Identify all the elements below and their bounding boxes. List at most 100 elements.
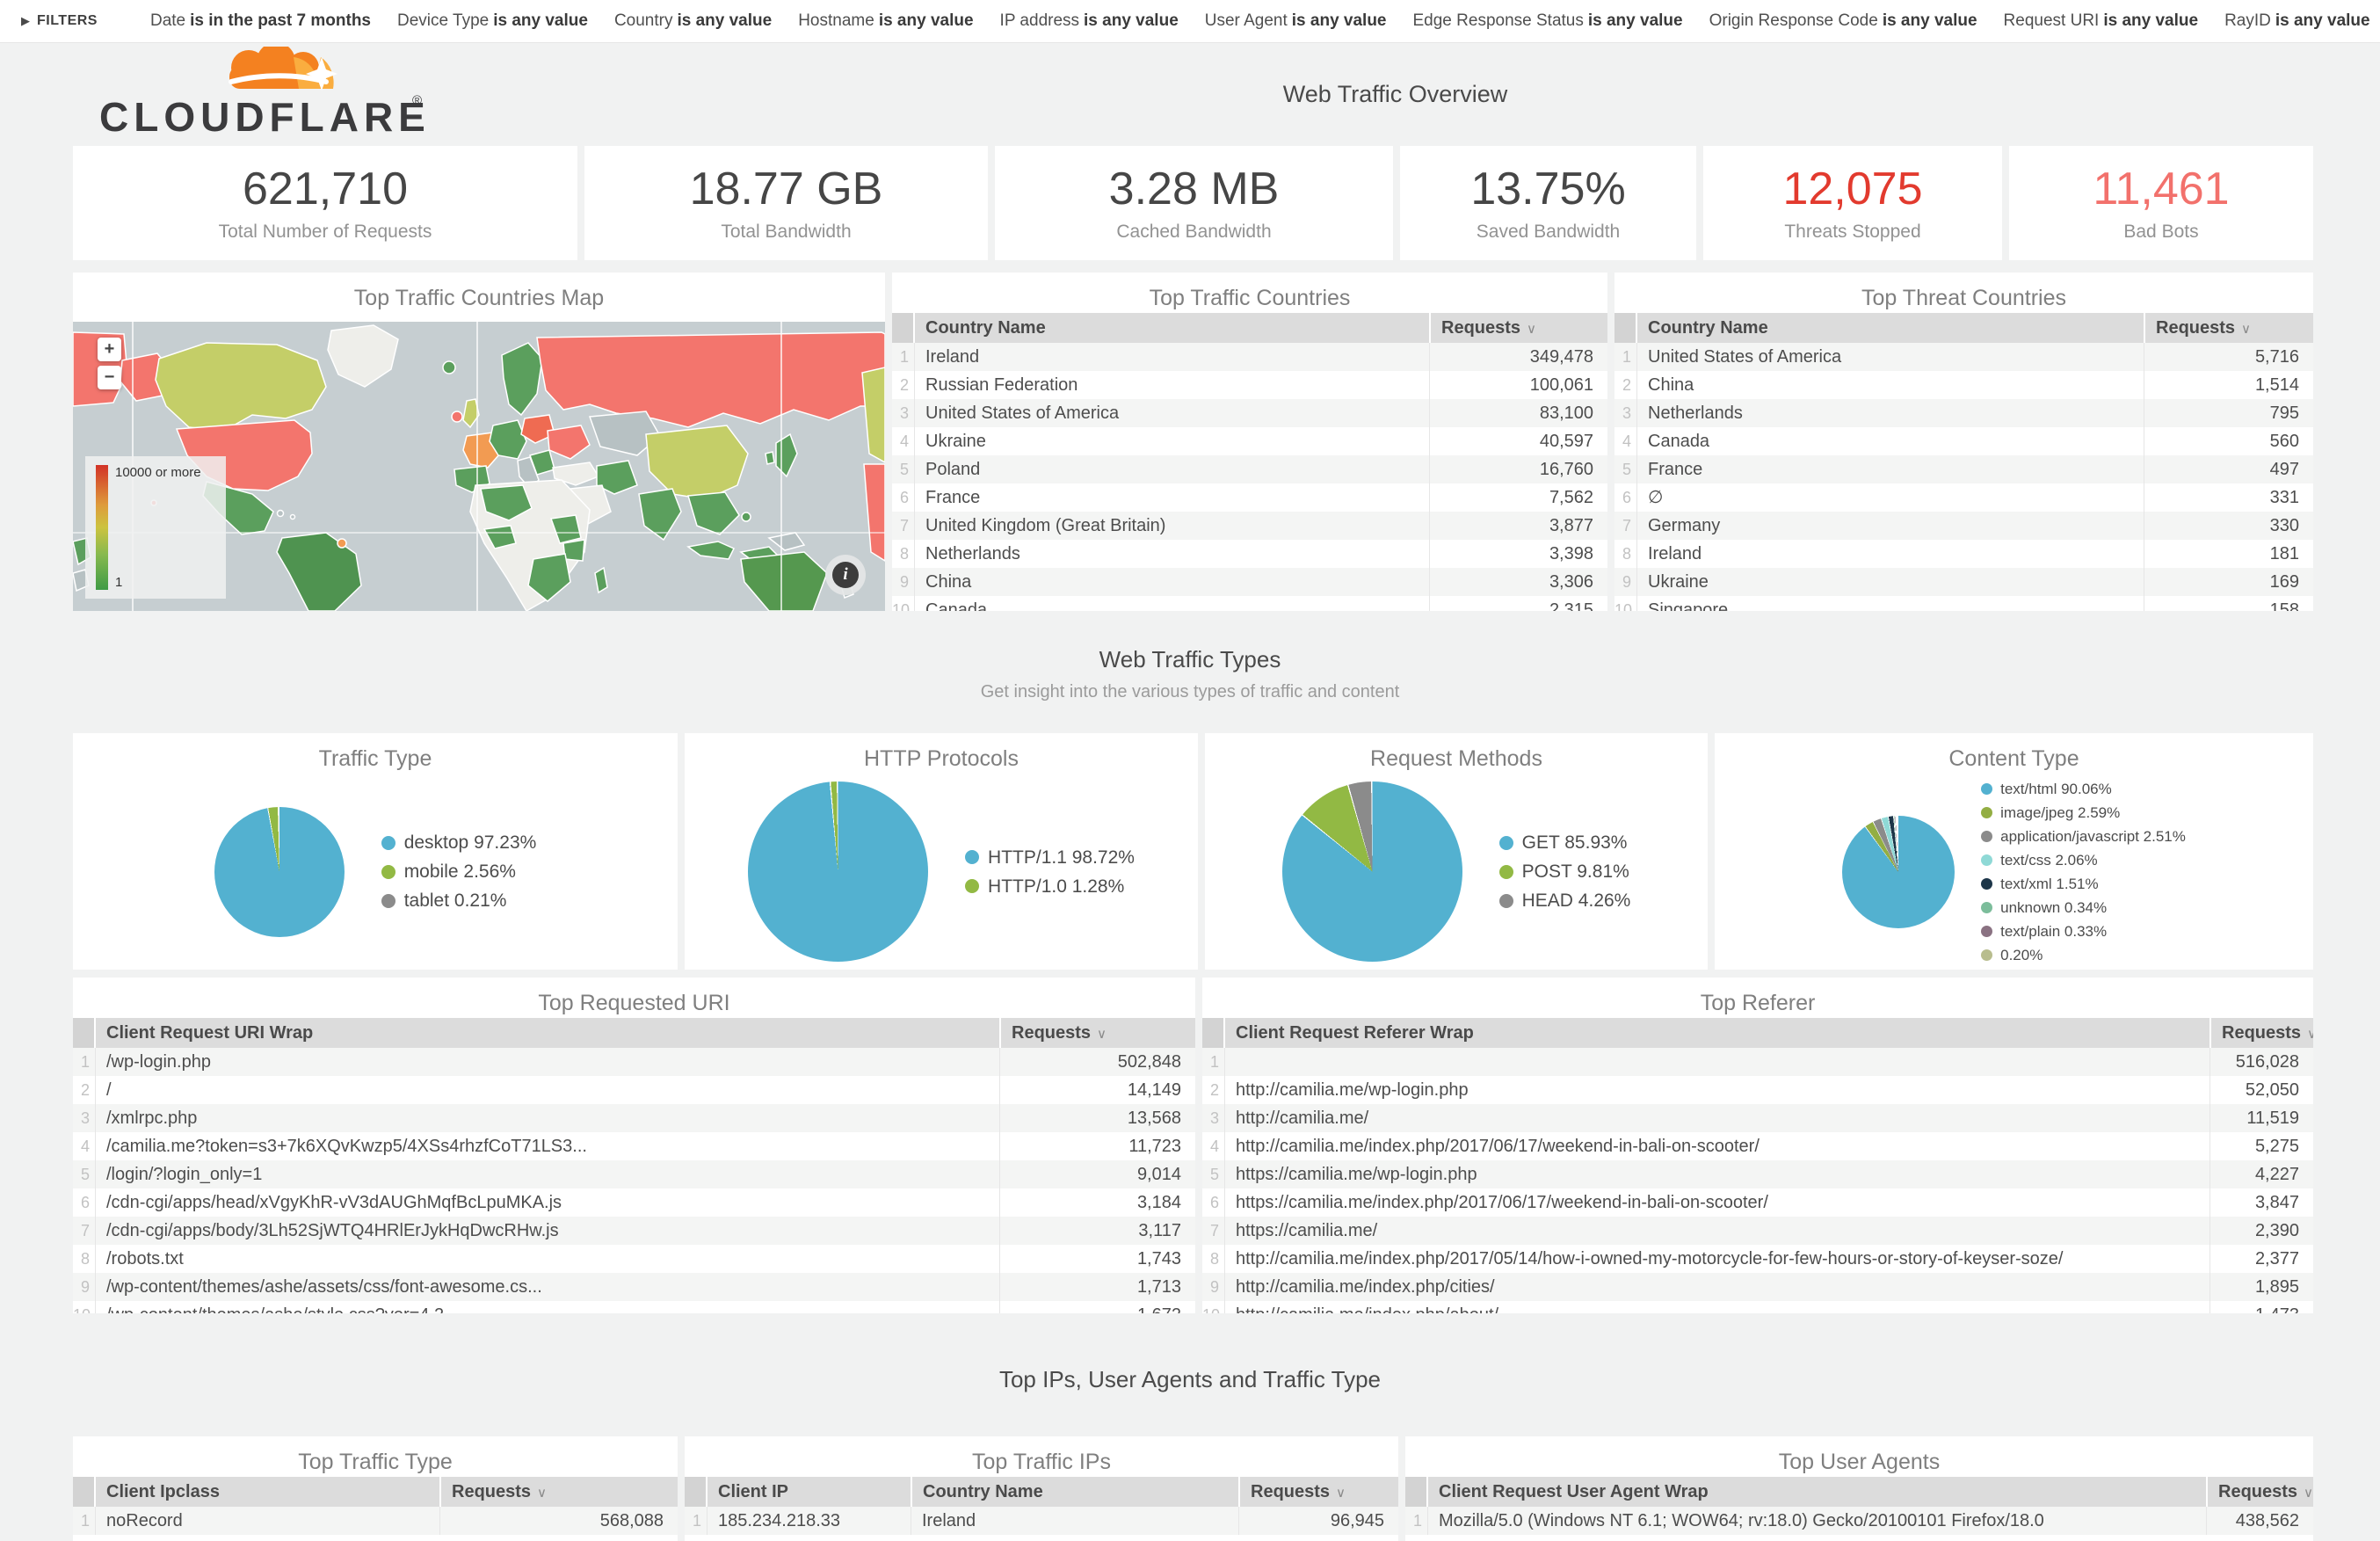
country-russia[interactable]: [536, 331, 885, 428]
country-caribbean[interactable]: [276, 509, 285, 518]
table-row[interactable]: 2 / 14,149: [73, 1076, 1195, 1104]
table-row[interactable]: 4/camilia.me?token=s3+7k6XQvKwzp5/4XSs4r…: [73, 1132, 1195, 1160]
table-row[interactable]: 9/wp-content/themes/ashe/assets/css/font…: [73, 1273, 1195, 1301]
country-caribbean-2[interactable]: [289, 513, 296, 520]
table-row[interactable]: 1/wp-login.php 502,848: [73, 1048, 1195, 1076]
column-header[interactable]: Requests∨: [1429, 313, 1607, 343]
request-methods-pie-chart[interactable]: [1281, 781, 1462, 962]
table-row[interactable]: 7 Germany 330: [1614, 512, 2313, 540]
table-row[interactable]: 5/login/?login_only=1 9,014: [73, 1160, 1195, 1188]
country-korea[interactable]: [765, 451, 775, 465]
table-row[interactable]: 1 Mozilla/5.0 (Windows NT 6.1; WOW64; rv:…: [1405, 1507, 2313, 1535]
filter-item[interactable]: Device Type is any value: [397, 11, 588, 30]
table-row[interactable]: 1 185.234.218.33 Ireland 96,945: [685, 1507, 1398, 1535]
table-row[interactable]: 9 China 3,306: [892, 568, 1607, 596]
filter-item[interactable]: IP address is any value: [999, 11, 1179, 30]
country-philippines[interactable]: [741, 512, 751, 522]
table-row[interactable]: 3/xmlrpc.php 13,568: [73, 1104, 1195, 1132]
column-header[interactable]: Requests∨: [2209, 1018, 2313, 1048]
country-algeria[interactable]: [480, 484, 533, 521]
column-header[interactable]: Requests∨: [999, 1018, 1195, 1048]
table-row[interactable]: 1 noRecord 568,088: [73, 1507, 678, 1535]
zoom-in-button[interactable]: +: [98, 338, 121, 361]
table-row[interactable]: 8 http://camilia.me/index.php/2017/05/14/…: [1202, 1245, 2313, 1273]
table-row[interactable]: 9 Ukraine 169: [1614, 568, 2313, 596]
country-suriname[interactable]: [337, 538, 347, 549]
table-row[interactable]: 8 Netherlands 3,398: [892, 540, 1607, 568]
table-row[interactable]: 4 http://camilia.me/index.php/2017/06/17/…: [1202, 1132, 2313, 1160]
filter-item[interactable]: Request URI is any value: [2003, 11, 2199, 30]
table-row[interactable]: 10http://camilia.me/index.php/about/1,47…: [1202, 1301, 2313, 1313]
country-se-asia[interactable]: [687, 491, 740, 535]
table-row[interactable]: 10/wp-content/themes/ashe/style.css?ver=…: [73, 1301, 1195, 1313]
filter-item[interactable]: RayID is any value: [2224, 11, 2370, 30]
column-header[interactable]: Requests∨: [2144, 313, 2313, 343]
table-row[interactable]: 5 France 497: [1614, 455, 2313, 483]
zoom-out-button[interactable]: −: [98, 366, 121, 389]
table-row[interactable]: 6 https://camilia.me/index.php/2017/06/17…: [1202, 1188, 2313, 1217]
column-header[interactable]: Requests∨: [2206, 1477, 2313, 1507]
world-map[interactable]: + − 10000 or more 1 i: [73, 322, 885, 611]
country-east-africa[interactable]: [562, 539, 585, 562]
content-type-pie-chart[interactable]: [1842, 815, 1956, 928]
country-southern-africa[interactable]: [527, 553, 571, 602]
table-row[interactable]: 1 516,028: [1202, 1048, 2313, 1076]
country-south-america[interactable]: [276, 532, 362, 611]
table-row[interactable]: 3 http://camilia.me/11,519: [1202, 1104, 2313, 1132]
traffic-type-pie-chart[interactable]: [214, 806, 345, 937]
table-row[interactable]: 10 Canada 2,315: [892, 596, 1607, 611]
table-row[interactable]: 3 United States of America 83,100: [892, 399, 1607, 427]
http-protocols-pie-chart[interactable]: [748, 781, 929, 962]
filter-item[interactable]: Hostname is any value: [798, 11, 974, 30]
table-row[interactable]: 10 Singapore 158: [1614, 596, 2313, 611]
country-indonesia[interactable]: [686, 541, 736, 560]
table-row[interactable]: 6 France 7,562: [892, 483, 1607, 512]
country-iceland[interactable]: [442, 360, 456, 374]
country-canada-wrap-right[interactable]: [861, 367, 885, 463]
table-row[interactable]: 3 Netherlands 795: [1614, 399, 2313, 427]
country-usa-wrap-right[interactable]: [863, 463, 885, 562]
country-australia[interactable]: [740, 551, 828, 611]
filter-item[interactable]: Origin Response Code is any value: [1709, 11, 1977, 30]
table-row[interactable]: 8/robots.txt 1,743: [73, 1245, 1195, 1273]
country-scandinavia[interactable]: [501, 342, 543, 417]
table-row[interactable]: 6 ∅ 331: [1614, 483, 2313, 512]
country-new-guinea[interactable]: [767, 532, 806, 551]
table-row[interactable]: 2 China 1,514: [1614, 371, 2313, 399]
country-west-africa[interactable]: [483, 525, 517, 549]
country-turkey[interactable]: [552, 462, 600, 486]
country-uk[interactable]: [462, 398, 480, 429]
country-poland[interactable]: [520, 414, 555, 444]
table-row[interactable]: 7 https://camilia.me/2,390: [1202, 1217, 2313, 1245]
table-row[interactable]: 1 United States of America 5,716: [1614, 343, 2313, 371]
country-iran[interactable]: [596, 460, 638, 495]
table-row[interactable]: 2 http://camilia.me/wp-login.php 52,050: [1202, 1076, 2313, 1104]
filter-item[interactable]: Date is in the past 7 months: [149, 11, 371, 30]
country-ireland[interactable]: [451, 411, 463, 423]
table-row[interactable]: 4 Ukraine 40,597: [892, 427, 1607, 455]
country-greenland[interactable]: [327, 324, 399, 388]
country-india[interactable]: [638, 488, 682, 542]
table-row[interactable]: 6/cdn-cgi/apps/head/xVgyKhR-vV3dAUGhMqfB…: [73, 1188, 1195, 1217]
column-header[interactable]: Requests∨: [1238, 1477, 1398, 1507]
table-row[interactable]: 4 Canada 560: [1614, 427, 2313, 455]
filters-toggle[interactable]: ▶ FILTERS: [21, 13, 98, 29]
column-header[interactable]: Requests∨: [439, 1477, 678, 1507]
table-row[interactable]: 8 Ireland 181: [1614, 540, 2313, 568]
table-row[interactable]: 7 United Kingdom (Great Britain) 3,877: [892, 512, 1607, 540]
filter-item[interactable]: User Agent is any value: [1204, 11, 1387, 30]
country-canada[interactable]: [155, 342, 327, 432]
country-madagascar[interactable]: [594, 566, 608, 594]
table-row[interactable]: 7/cdn-cgi/apps/body/3Lh52SjWTQ4HRlErJykH…: [73, 1217, 1195, 1245]
table-row[interactable]: 5 Poland 16,760: [892, 455, 1607, 483]
filter-item[interactable]: Edge Response Status is any value: [1412, 11, 1683, 30]
map-info-button[interactable]: i: [825, 555, 866, 595]
table-row[interactable]: 5 https://camilia.me/wp-login.php 4,227: [1202, 1160, 2313, 1188]
table-row[interactable]: 9 http://camilia.me/index.php/cities/1,89…: [1202, 1273, 2313, 1301]
country-sudan[interactable]: [549, 514, 582, 544]
table-row[interactable]: 2 Russian Federation 100,061: [892, 371, 1607, 399]
filter-item[interactable]: Country is any value: [613, 11, 773, 30]
country-germany[interactable]: [489, 419, 527, 460]
table-row[interactable]: 1 Ireland 349,478: [892, 343, 1607, 371]
country-ukraine[interactable]: [547, 425, 591, 460]
